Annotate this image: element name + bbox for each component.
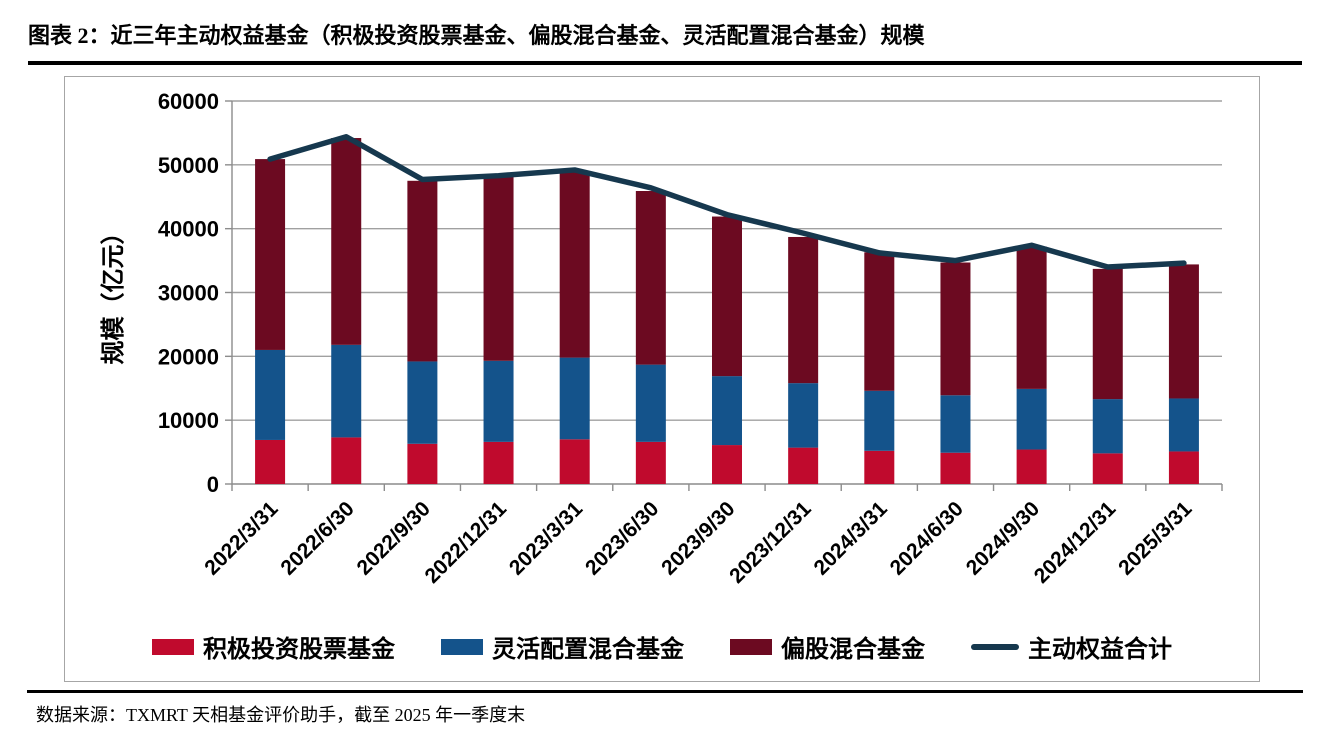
bar-segment bbox=[940, 395, 971, 453]
chart-canvas: 0 10000 20000 30000 40000 50000 60000 2022/3/31… bbox=[100, 89, 1223, 588]
y-tick-label: 40000 bbox=[158, 217, 219, 242]
bar-segment bbox=[864, 450, 895, 484]
x-tick-label: 2025/3/31 bbox=[1114, 497, 1197, 580]
bar-segment bbox=[255, 159, 286, 350]
title-divider bbox=[28, 61, 1302, 65]
bar-segment bbox=[1092, 399, 1123, 454]
bar-segment bbox=[864, 390, 895, 451]
bar-segment bbox=[712, 376, 742, 446]
bar-segment bbox=[940, 452, 971, 484]
legend-label: 积极投资股票基金 bbox=[203, 636, 395, 663]
legend-swatch-line-icon bbox=[971, 643, 1019, 650]
legend-label: 灵活配置混合基金 bbox=[492, 636, 684, 663]
bar-segment bbox=[788, 236, 819, 384]
bar-segment bbox=[255, 349, 286, 440]
bar-segment bbox=[483, 360, 514, 442]
x-tick-label: 2023/6/30 bbox=[581, 497, 663, 579]
bar-segment bbox=[407, 443, 438, 484]
y-tick-label: 60000 bbox=[158, 89, 219, 114]
chart-frame: 0 10000 20000 30000 40000 50000 60000 2022/3/31… bbox=[64, 76, 1260, 682]
bar-segment bbox=[255, 439, 286, 484]
legend-item-equity-biased-funds: 偏股混合基金 bbox=[730, 629, 925, 664]
legend-label: 主动权益合计 bbox=[1028, 636, 1172, 663]
y-axis-title: 规模（亿元） bbox=[100, 221, 127, 365]
legend-swatch-blue-icon bbox=[441, 638, 483, 655]
bar-segment bbox=[635, 191, 666, 365]
bar-segment bbox=[864, 252, 895, 391]
bar-segment bbox=[1016, 449, 1047, 484]
bar-segment bbox=[635, 364, 666, 442]
x-tick-label: 2024/6/30 bbox=[886, 497, 968, 579]
bar-segment bbox=[940, 262, 971, 396]
x-tick-label: 2024/12/31 bbox=[1030, 497, 1121, 588]
legend-item-flexible-allocation-funds: 灵活配置混合基金 bbox=[441, 629, 684, 664]
footer-divider bbox=[27, 690, 1303, 693]
x-tick-label: 2023/12/31 bbox=[725, 497, 816, 588]
legend-label: 偏股混合基金 bbox=[781, 636, 925, 663]
x-tick-label: 2022/12/31 bbox=[420, 497, 511, 588]
bar-segment bbox=[788, 383, 819, 448]
data-source-note: 数据来源：TXMRT 天相基金评价助手，截至 2025 年一季度末 bbox=[36, 705, 526, 725]
bar-segment bbox=[1092, 268, 1123, 400]
bar-segment bbox=[331, 344, 362, 438]
bar-segment bbox=[1168, 264, 1199, 399]
bar-segment bbox=[483, 176, 514, 361]
bar-segment bbox=[331, 437, 362, 484]
y-tick-label: 0 bbox=[207, 472, 219, 497]
bar-segment bbox=[407, 361, 438, 444]
bar-segment bbox=[788, 447, 819, 484]
x-tick-label: 2022/9/30 bbox=[353, 497, 435, 579]
y-tick-label: 30000 bbox=[158, 281, 219, 306]
bar-segment bbox=[407, 180, 438, 362]
bar-segment bbox=[1168, 398, 1199, 452]
bar-segment bbox=[1016, 388, 1047, 450]
x-tick-label: 2022/6/30 bbox=[276, 497, 358, 579]
x-tick-label: 2023/3/31 bbox=[505, 497, 588, 580]
x-tick-label: 2022/3/31 bbox=[200, 497, 283, 580]
x-tick-label: 2024/9/30 bbox=[962, 497, 1044, 579]
bar-segment bbox=[559, 357, 590, 440]
bar-segment bbox=[1168, 451, 1199, 484]
bar-segment bbox=[1016, 246, 1047, 389]
legend-swatch-maroon-icon bbox=[730, 638, 772, 655]
total-line bbox=[267, 133, 1187, 270]
legend-swatch-red-icon bbox=[152, 638, 194, 655]
bar-segment bbox=[712, 216, 742, 377]
chart-legend: 积极投资股票基金 灵活配置混合基金 偏股混合基金 主动权益合计 bbox=[65, 629, 1259, 664]
bar-segment bbox=[559, 439, 590, 484]
legend-item-active-stock-funds: 积极投资股票基金 bbox=[152, 629, 395, 664]
x-tick-label: 2023/9/30 bbox=[657, 497, 739, 579]
bar-segment bbox=[483, 441, 514, 484]
legend-item-total-line: 主动权益合计 bbox=[971, 629, 1172, 664]
bar-segment bbox=[1092, 453, 1123, 484]
bar-segment bbox=[559, 171, 590, 358]
y-tick-label: 10000 bbox=[158, 408, 219, 433]
bar-segment bbox=[635, 441, 666, 484]
x-tick-label: 2024/3/31 bbox=[810, 497, 893, 580]
bar-segment bbox=[331, 138, 362, 345]
page-title: 图表 2：近三年主动权益基金（积极投资股票基金、偏股混合基金、灵活配置混合基金）… bbox=[28, 23, 925, 48]
bar-segment bbox=[712, 445, 742, 484]
y-tick-label: 20000 bbox=[158, 344, 219, 369]
y-tick-label: 50000 bbox=[158, 153, 219, 178]
